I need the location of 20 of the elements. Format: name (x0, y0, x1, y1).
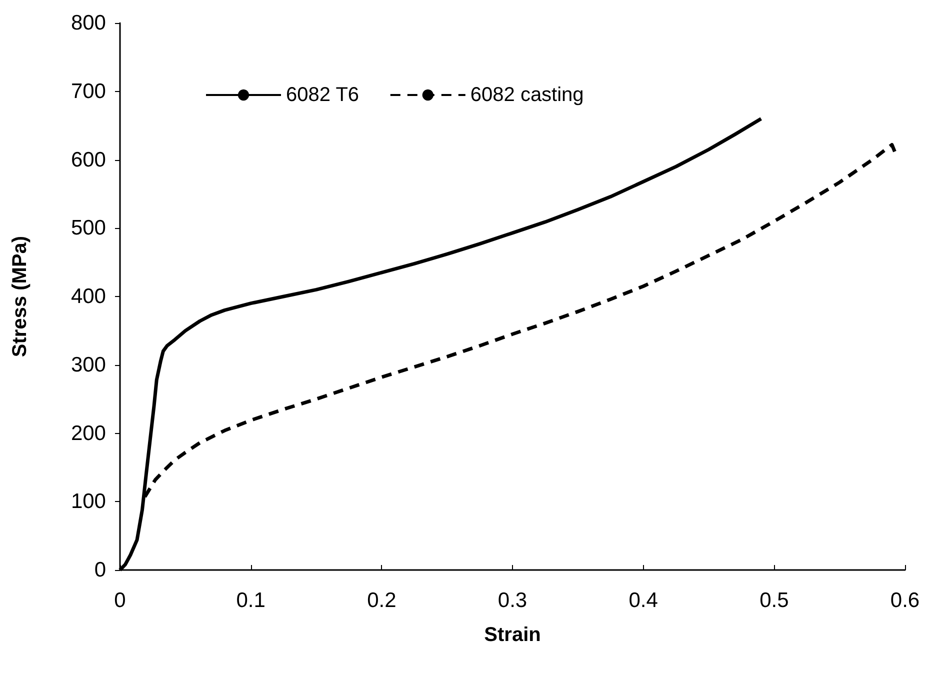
y-tick-label: 700 (70, 80, 106, 103)
y-tick-label: 0 (94, 558, 106, 582)
x-tick-label: 0 (114, 589, 126, 612)
y-tick-label: 500 (70, 216, 106, 240)
y-tick-label: 400 (70, 285, 106, 308)
x-tick-label: 0.5 (760, 589, 789, 612)
x-tick-label: 0.6 (890, 589, 920, 612)
x-tick-label: 0.3 (498, 589, 528, 612)
y-tick-label: 600 (70, 148, 106, 172)
x-tick-label: 0.4 (628, 589, 658, 612)
y-tick-label: 200 (70, 422, 106, 445)
y-tick-label: 800 (70, 12, 106, 34)
y-tick-label: 300 (70, 353, 106, 376)
x-axis-title: Strain (484, 624, 541, 646)
x-tick-label: 0.2 (367, 589, 396, 612)
legend-label: 6082 casting (470, 84, 584, 106)
y-tick-label: 100 (70, 490, 106, 514)
x-tick-label: 0.1 (236, 589, 266, 612)
legend-label: 6082 T6 (286, 84, 360, 106)
y-axis-title: Stress (MPa) (9, 236, 31, 358)
